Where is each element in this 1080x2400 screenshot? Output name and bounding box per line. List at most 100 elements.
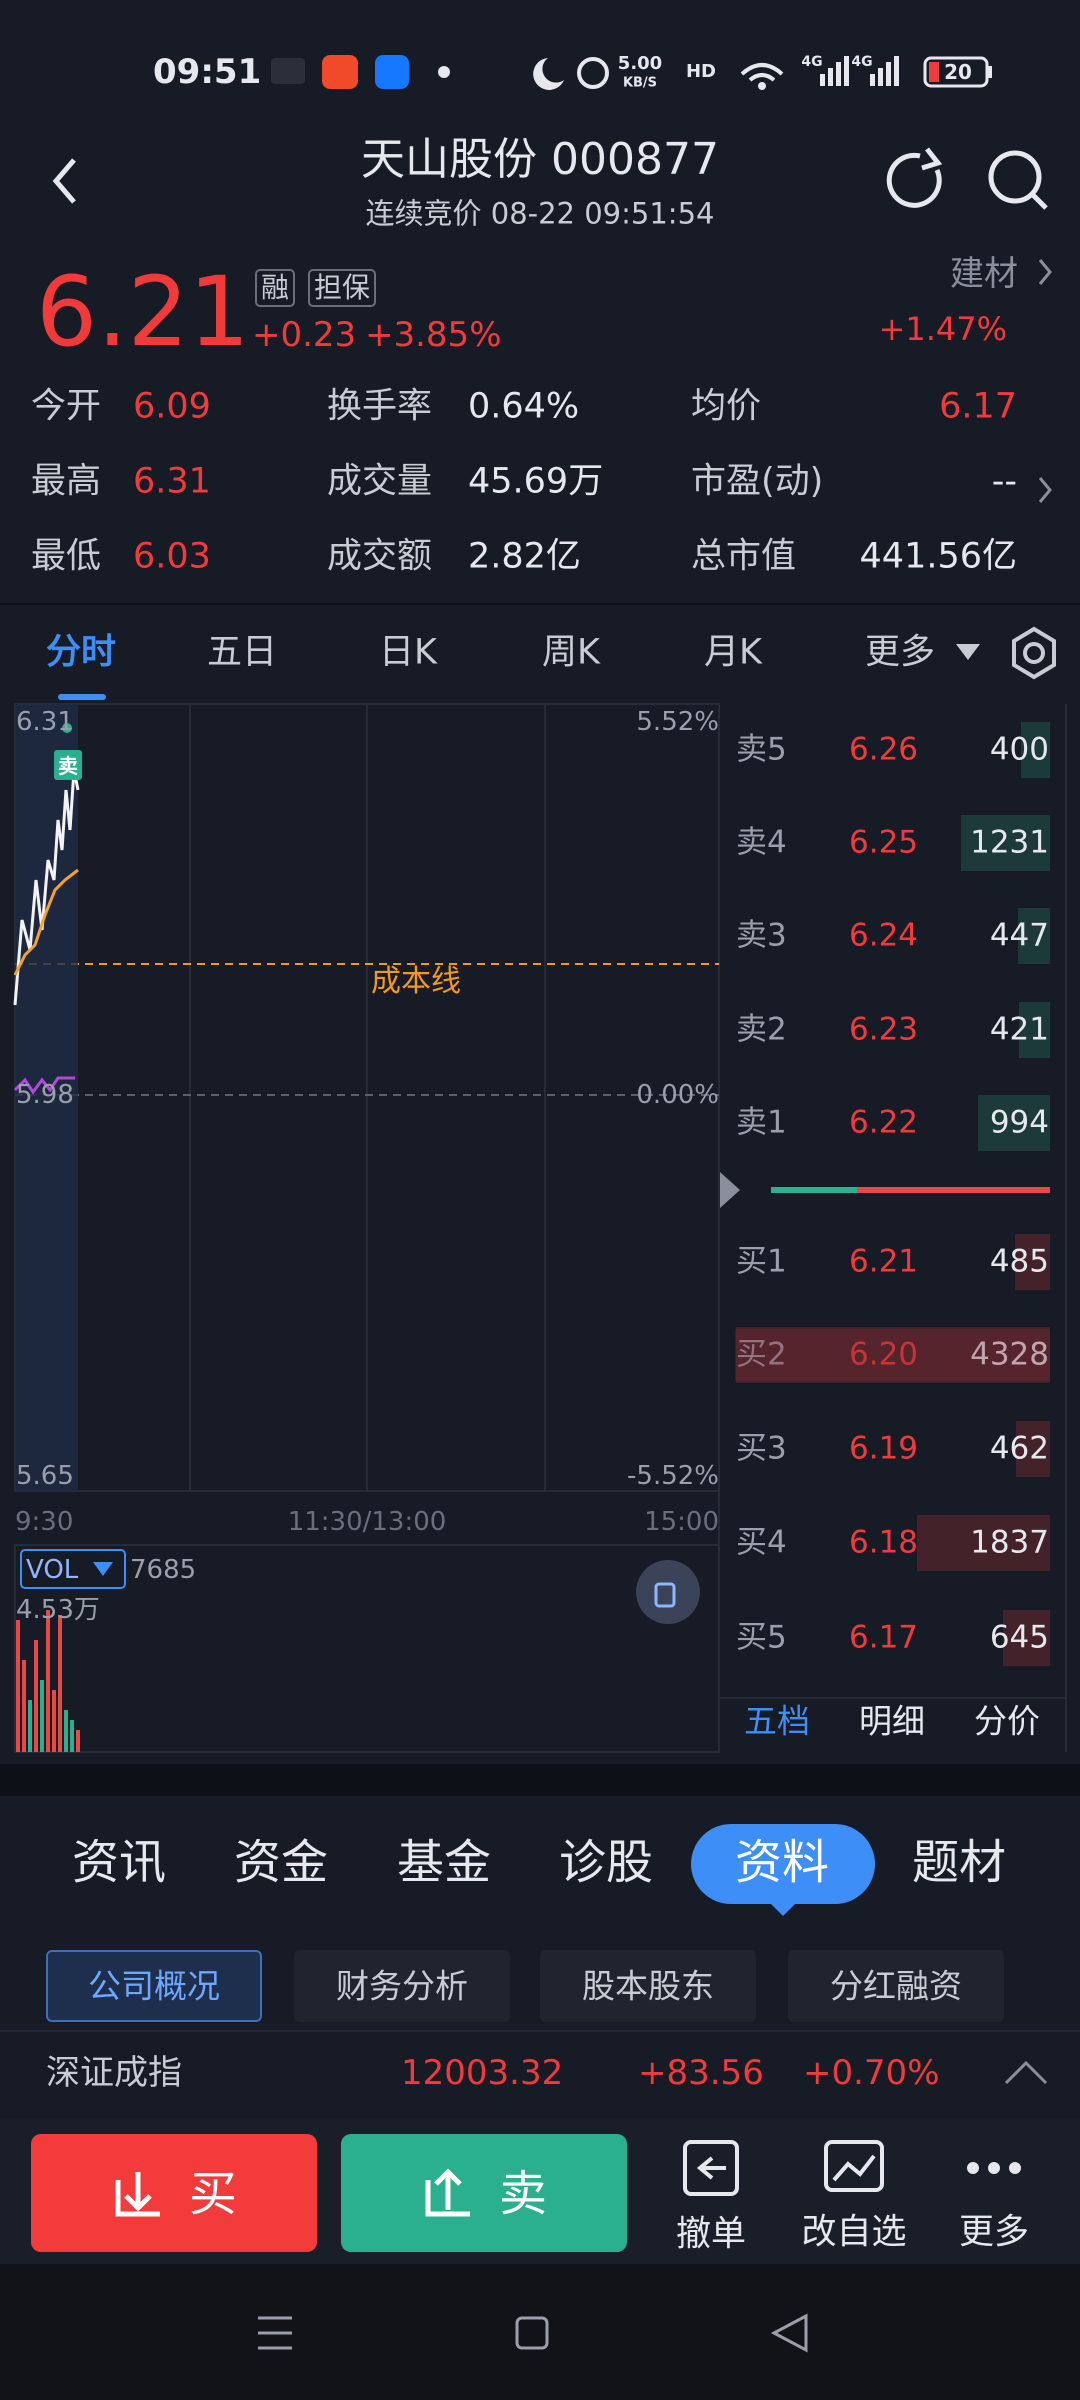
system-nav[interactable]: [258, 2313, 808, 2353]
book-price: 6.17: [849, 1619, 919, 1656]
nav-bar: [0, 2264, 1080, 2400]
book-label: 买4: [736, 1524, 787, 1561]
settings-icon[interactable]: [1012, 626, 1056, 680]
volume-bar: [1020, 722, 1050, 778]
section-tab[interactable]: 基金: [397, 1835, 491, 1891]
book-price: 6.18: [849, 1524, 919, 1561]
sell-button[interactable]: [341, 2134, 627, 2252]
book-label: 买5: [736, 1619, 787, 1656]
expand-caret[interactable]: [1004, 2060, 1048, 2085]
section-tab[interactable]: 题材: [912, 1835, 1006, 1891]
book-tab[interactable]: 分价: [974, 1701, 1040, 1741]
book-volume: 1837: [970, 1524, 1049, 1561]
refresh-icon[interactable]: [886, 147, 943, 208]
volume-bar: [1016, 1421, 1050, 1477]
signal-label: 卖: [58, 754, 78, 778]
time-axis-label: 9:30: [15, 1507, 74, 1537]
section-tab[interactable]: 资讯: [72, 1835, 166, 1891]
cancel-label[interactable]: 撤单: [675, 2214, 747, 2255]
sector-name[interactable]: 建材: [950, 254, 1018, 294]
book-price: 6.19: [849, 1430, 919, 1467]
buy-button[interactable]: [31, 2134, 317, 2252]
chart-frame: [14, 703, 1067, 1753]
pct-axis-label: 0.00%: [636, 1080, 719, 1110]
sub-tab[interactable]: 股本股东: [582, 1966, 714, 2006]
price-axis-label: 6.31: [16, 707, 74, 737]
sub-tab-box[interactable]: [788, 1950, 1004, 2022]
chart-tab[interactable]: 分时: [45, 632, 117, 673]
price-area: [15, 704, 78, 1491]
vol-box[interactable]: [20, 1549, 126, 1589]
book-price: 6.23: [849, 1011, 919, 1048]
pill-pointer: [770, 1903, 796, 1916]
signal-badge: [54, 750, 82, 780]
price-change: +0.23: [252, 315, 357, 355]
sub-tab-box[interactable]: [540, 1950, 756, 2022]
quote-tag: 融: [255, 269, 296, 307]
stat-value: 6.31: [133, 461, 211, 502]
stat-value: 45.69万: [468, 461, 604, 502]
stat-value: 2.82亿: [468, 536, 581, 577]
sub-tab-box[interactable]: [46, 1950, 262, 2022]
vol-value: 7685: [130, 1555, 197, 1585]
back-icon[interactable]: [52, 158, 76, 204]
book-label: 卖2: [736, 1011, 787, 1048]
separator-band: [0, 1764, 1080, 1796]
chart-tab[interactable]: 五日: [206, 632, 278, 673]
price-change-pct: +3.85%: [365, 315, 502, 355]
book-label: 买2: [736, 1336, 787, 1373]
stat-label: 市盈(动): [691, 461, 824, 502]
book-volume: 4328: [970, 1336, 1049, 1373]
volume-bar: [736, 1327, 1050, 1383]
section-tab[interactable]: 诊股: [559, 1835, 653, 1891]
book-tab[interactable]: 五档: [744, 1701, 810, 1741]
time-axis-label: 11:30/13:00: [287, 1507, 447, 1537]
rotate-button[interactable]: [636, 1560, 700, 1624]
highlight-row: [735, 1329, 1050, 1381]
stat-value: 6.17: [939, 386, 1017, 427]
section-tab[interactable]: 资金: [234, 1835, 328, 1891]
more-label[interactable]: 更多: [958, 2212, 1030, 2253]
top-divider: [0, 603, 1080, 605]
book-tab[interactable]: 明细: [859, 1701, 925, 1741]
sell-label[interactable]: 卖: [498, 2166, 548, 2222]
section-tab[interactable]: 资料: [735, 1835, 829, 1891]
chart-tab[interactable]: 日K: [379, 632, 437, 673]
book-price: 6.21: [849, 1243, 919, 1280]
stat-label: 均价: [691, 386, 762, 427]
sub-tab[interactable]: 财务分析: [336, 1966, 468, 2006]
net-speed: 5.00: [617, 53, 663, 74]
index-value: 12003.32: [401, 2053, 564, 2093]
book-price: 6.24: [849, 917, 919, 954]
sub-tab[interactable]: 分红融资: [830, 1966, 962, 2006]
stat-label: 成交量: [327, 461, 433, 502]
sell-icon: [425, 2168, 470, 2217]
chart-tab[interactable]: 周K: [542, 632, 600, 673]
stat-value: --: [991, 461, 1017, 502]
book-volume: 1231: [970, 824, 1049, 861]
book-volume: 645: [989, 1619, 1049, 1656]
stat-label: 最高: [31, 461, 102, 502]
volume-bar: [916, 1515, 1050, 1571]
chart-tab[interactable]: 更多: [864, 632, 936, 673]
chart-tab[interactable]: 月K: [704, 632, 762, 673]
dropdown-caret[interactable]: [956, 644, 980, 660]
book-label: 卖4: [736, 824, 787, 861]
search-icon[interactable]: [988, 150, 1048, 210]
watchlist-label[interactable]: 改自选: [801, 2212, 907, 2253]
buy-label[interactable]: 买: [188, 2166, 238, 2222]
book-price: 6.20: [849, 1336, 919, 1373]
vol-label[interactable]: VOL: [26, 1555, 79, 1585]
cost-line-label: 成本线: [371, 964, 461, 999]
book-price: 6.22: [849, 1104, 919, 1141]
rotate-icon: [654, 1582, 676, 1608]
status-icons: [271, 55, 992, 90]
sub-tab[interactable]: 公司概况: [88, 1966, 220, 2006]
book-volume: 421: [989, 1011, 1049, 1048]
sub-tab-box[interactable]: [294, 1950, 510, 2022]
book-volume: 462: [989, 1430, 1049, 1467]
book-price: 6.26: [849, 731, 919, 768]
tab-underline: [58, 694, 106, 700]
collapse-caret[interactable]: [720, 1172, 740, 1208]
